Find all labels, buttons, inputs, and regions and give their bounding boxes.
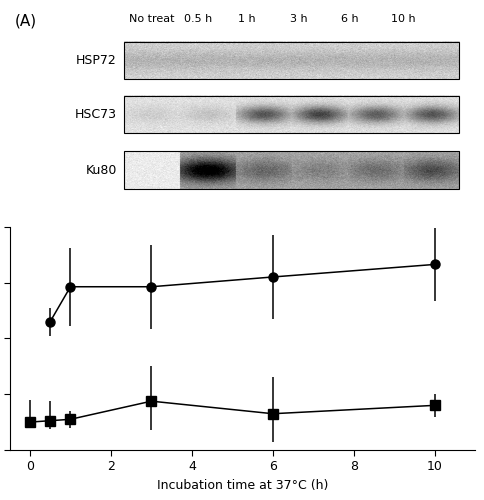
Text: (A): (A): [15, 14, 36, 28]
Text: Ku80: Ku80: [85, 164, 117, 176]
Bar: [123, 152, 458, 188]
Bar: [123, 42, 458, 79]
Text: HSC73: HSC73: [75, 108, 117, 120]
Text: 3 h: 3 h: [289, 14, 306, 24]
X-axis label: Incubation time at 37°C (h): Incubation time at 37°C (h): [156, 479, 328, 492]
Text: No treat: No treat: [129, 14, 174, 24]
Text: 1 h: 1 h: [238, 14, 256, 24]
Text: 6 h: 6 h: [340, 14, 358, 24]
Bar: [123, 96, 458, 133]
Text: 0.5 h: 0.5 h: [184, 14, 212, 24]
Text: HSP72: HSP72: [76, 54, 117, 66]
Text: 10 h: 10 h: [390, 14, 415, 24]
